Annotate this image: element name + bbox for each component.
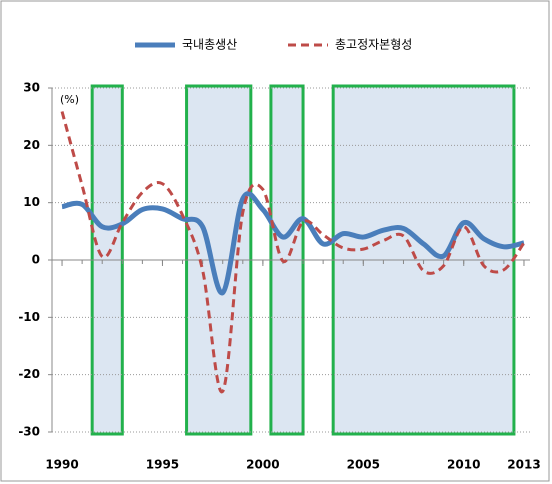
y-tick-label: 30: [23, 81, 40, 95]
y-tick-label: 10: [23, 195, 40, 209]
y-tick-label: -30: [18, 425, 40, 439]
series-line: [60, 111, 526, 394]
series-line: [61, 191, 525, 296]
legend-label: 국내총생산: [182, 38, 237, 52]
x-tick-label: 1990: [45, 458, 78, 472]
y-tick-label: -10: [18, 310, 40, 324]
legend-label: 총고정자본형성: [335, 38, 412, 52]
x-tick-label: 1995: [146, 458, 179, 472]
x-tick-label: 2005: [347, 458, 380, 472]
y-tick-label: 20: [23, 138, 40, 152]
x-tick-label: 2000: [246, 458, 279, 472]
y-tick-label: -20: [18, 367, 40, 381]
y-tick-label: 0: [32, 253, 40, 267]
x-tick-label: 2013: [507, 458, 540, 472]
y-axis-label: (%): [60, 93, 79, 106]
x-tick-label: 2010: [447, 458, 480, 472]
